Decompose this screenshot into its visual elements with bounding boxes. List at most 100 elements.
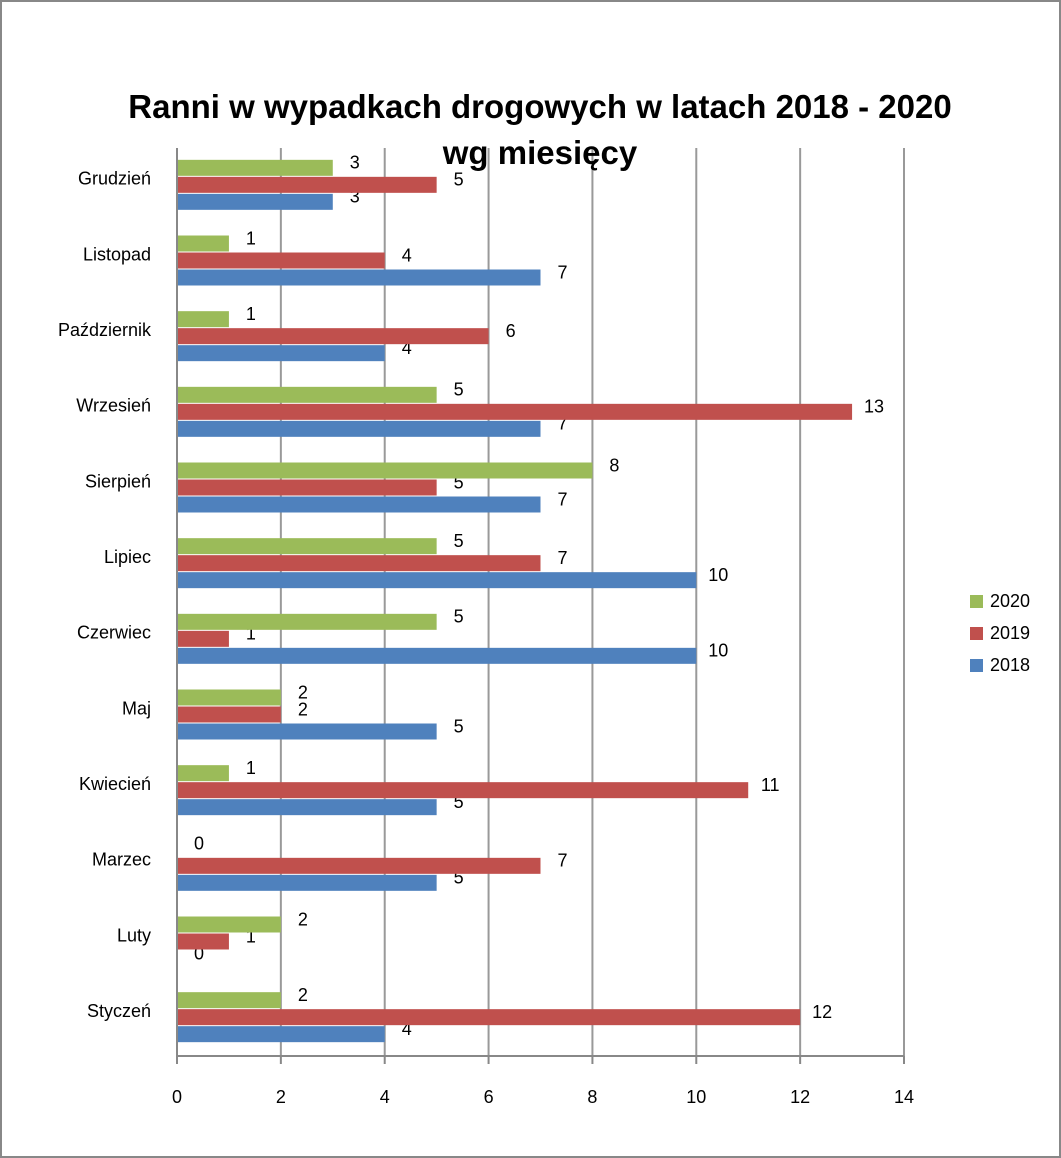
bar [177, 555, 541, 572]
data-label: 1 [246, 624, 256, 644]
y-tick-label: Lipiec [104, 547, 151, 567]
data-label: 7 [557, 414, 567, 434]
data-label: 2 [298, 699, 308, 719]
bar [177, 630, 229, 647]
data-label: 0 [194, 943, 204, 963]
y-tick-label: Maj [122, 698, 151, 718]
y-tick-label: Sierpień [85, 471, 151, 491]
chart-title: Ranni w wypadkach drogowych w latach 201… [128, 88, 952, 171]
bar [177, 328, 489, 345]
data-label: 5 [454, 868, 464, 888]
bar [177, 176, 437, 193]
data-label: 12 [812, 1002, 832, 1022]
bar [177, 479, 437, 496]
data-label: 5 [454, 607, 464, 627]
data-label: 2 [298, 909, 308, 929]
bar [177, 689, 281, 706]
data-label: 7 [557, 262, 567, 282]
data-label: 5 [454, 716, 464, 736]
data-label: 6 [506, 321, 516, 341]
bar [177, 992, 281, 1009]
bar [177, 403, 853, 420]
data-label: 13 [864, 397, 884, 417]
y-tick-label: Grudzień [78, 169, 151, 189]
data-label: 5 [454, 170, 464, 190]
y-tick-label: Marzec [92, 850, 151, 870]
data-label: 1 [246, 304, 256, 324]
data-label: 3 [350, 153, 360, 173]
bar [177, 647, 697, 664]
bar [177, 269, 541, 286]
data-label: 4 [402, 245, 412, 265]
legend-swatch [970, 595, 983, 608]
x-tick-label: 14 [894, 1087, 914, 1107]
x-tick-label: 2 [276, 1087, 286, 1107]
bar [177, 462, 593, 479]
data-label: 7 [557, 851, 567, 871]
x-tick-label: 6 [484, 1087, 494, 1107]
x-tick-label: 4 [380, 1087, 390, 1107]
data-label: 5 [454, 472, 464, 492]
bar [177, 706, 281, 723]
legend-swatch [970, 627, 983, 640]
bar [177, 857, 541, 874]
bar [177, 386, 437, 403]
data-label: 7 [557, 489, 567, 509]
data-label: 11 [761, 775, 780, 795]
data-label: 7 [557, 548, 567, 568]
data-label: 5 [454, 792, 464, 812]
y-tick-label: Kwiecień [79, 774, 151, 794]
bar [177, 235, 229, 252]
bar [177, 496, 541, 513]
y-tick-label: Luty [117, 925, 151, 945]
x-tick-label: 8 [587, 1087, 597, 1107]
bar [177, 765, 229, 782]
bar [177, 613, 437, 630]
data-label: 5 [454, 380, 464, 400]
bar [177, 345, 385, 362]
y-tick-label: Październik [58, 320, 152, 340]
y-tick-label: Wrzesień [76, 396, 151, 416]
x-tick-label: 10 [686, 1087, 706, 1107]
data-label: 1 [246, 228, 256, 248]
bar [177, 723, 437, 740]
y-tick-label: Czerwiec [77, 623, 151, 643]
legend-label: 2018 [990, 655, 1030, 675]
bar [177, 933, 229, 950]
data-label: 0 [194, 834, 204, 854]
bar [177, 1026, 385, 1043]
bar [177, 916, 281, 933]
y-tick-label: Styczeń [87, 1001, 151, 1021]
data-label: 1 [246, 758, 256, 778]
data-label: 5 [454, 531, 464, 551]
bar [177, 193, 333, 210]
x-tick-label: 0 [172, 1087, 182, 1107]
bar [177, 252, 385, 269]
legend-label: 2020 [990, 591, 1030, 611]
legend-label: 2019 [990, 623, 1030, 643]
bar [177, 420, 541, 437]
data-label: 3 [350, 187, 360, 207]
data-label: 2 [298, 682, 308, 702]
y-tick-label: Listopad [83, 244, 151, 264]
bar [177, 538, 437, 555]
bar [177, 1009, 801, 1026]
bar [177, 782, 749, 799]
data-label: 2 [298, 985, 308, 1005]
bar [177, 799, 437, 816]
x-tick-label: 12 [790, 1087, 810, 1107]
legend-swatch [970, 659, 983, 672]
data-label: 8 [609, 455, 619, 475]
data-label: 4 [402, 1019, 412, 1039]
data-label: 10 [708, 641, 728, 661]
data-label: 1 [246, 926, 256, 946]
data-label: 4 [402, 338, 412, 358]
bar [177, 572, 697, 589]
bar [177, 159, 333, 176]
bar [177, 874, 437, 891]
data-label: 10 [708, 565, 728, 585]
bar [177, 311, 229, 328]
